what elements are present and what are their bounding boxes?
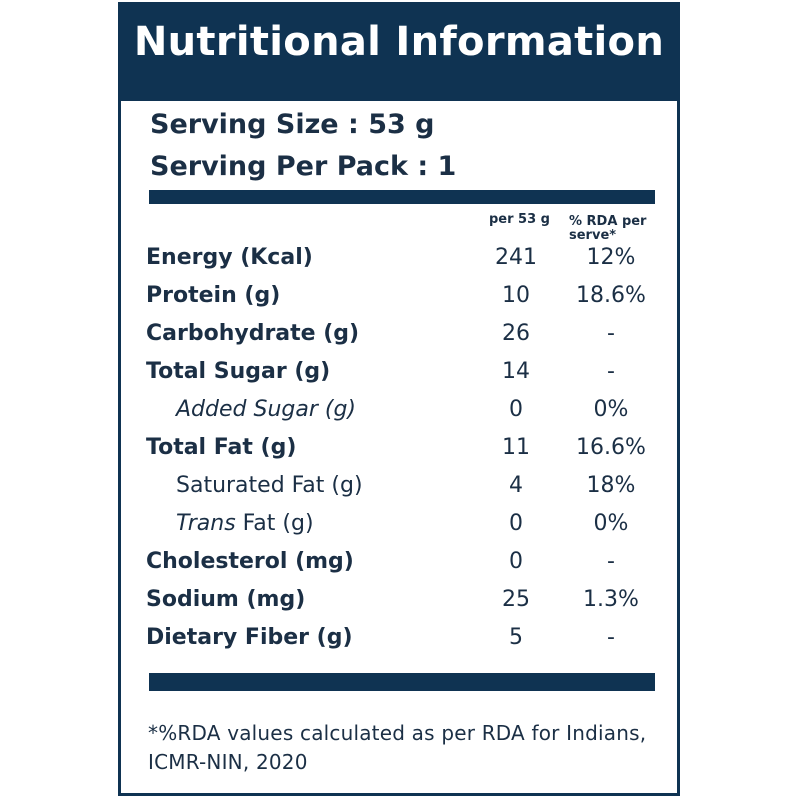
nutrient-name: Carbohydrate (g) — [146, 321, 360, 346]
nutrient-value: 26 — [502, 321, 530, 346]
nutrient-rda: - — [607, 549, 615, 574]
nutrient-rda: - — [607, 625, 615, 650]
nutrient-name: Total Sugar (g) — [146, 359, 331, 384]
nutrient-value: 0 — [509, 511, 523, 536]
nutrient-value: 25 — [502, 587, 530, 612]
nutrient-name: Saturated Fat (g) — [176, 473, 363, 498]
rda-footnote: *%RDA values calculated as per RDA for I… — [148, 721, 647, 774]
nutrient-rda: 18% — [586, 473, 636, 498]
nutrient-row-dietary-fiber: Dietary Fiber (g) 5 - — [121, 625, 677, 661]
nutrient-row-energy: Energy (Kcal) 241 12% — [121, 245, 677, 281]
nutrient-name: Total Fat (g) — [146, 435, 297, 460]
nutrient-rda: 0% — [593, 511, 629, 536]
nutrient-value: 5 — [509, 625, 523, 650]
nutrition-label: Nutritional Information Serving Size : 5… — [118, 2, 680, 796]
nutrient-name: Dietary Fiber (g) — [146, 625, 353, 650]
servings-per-pack: Serving Per Pack : 1 — [150, 151, 457, 182]
nutrient-name: Trans Fat (g) — [176, 511, 314, 536]
nutrient-rda: 16.6% — [576, 435, 646, 460]
serving-size: Serving Size : 53 g — [150, 109, 435, 140]
nutrient-name: Cholesterol (mg) — [146, 549, 354, 574]
column-header-per-serving: per 53 g — [489, 212, 550, 227]
nutrient-value: 0 — [509, 549, 523, 574]
nutrient-value: 11 — [502, 435, 530, 460]
nutrient-row-saturated-fat: Saturated Fat (g) 4 18% — [121, 473, 677, 509]
nutrient-rda: - — [607, 359, 615, 384]
label-title: Nutritional Information — [133, 19, 665, 65]
nutrient-rda: 18.6% — [576, 283, 646, 308]
nutrient-value: 14 — [502, 359, 530, 384]
nutrient-row-total-fat: Total Fat (g) 11 16.6% — [121, 435, 677, 471]
nutrient-value: 241 — [495, 245, 537, 270]
column-header-rda: % RDA per serve* — [569, 214, 647, 243]
nutrient-value: 10 — [502, 283, 530, 308]
nutrient-row-trans-fat: Trans Fat (g) 0 0% — [121, 511, 677, 547]
nutrient-rda: 12% — [586, 245, 636, 270]
nutrient-rda: 0% — [593, 397, 629, 422]
nutrient-name: Sodium (mg) — [146, 587, 306, 612]
nutrient-row-carbohydrate: Carbohydrate (g) 26 - — [121, 321, 677, 357]
nutrient-name: Added Sugar (g) — [176, 397, 356, 422]
nutrient-row-protein: Protein (g) 10 18.6% — [121, 283, 677, 319]
nutrient-value: 0 — [509, 397, 523, 422]
nutrient-rda: 1.3% — [583, 587, 639, 612]
nutrient-row-added-sugar: Added Sugar (g) 0 0% — [121, 397, 677, 433]
nutrient-name: Energy (Kcal) — [146, 245, 313, 270]
nutrient-row-total-sugar: Total Sugar (g) 14 - — [121, 359, 677, 395]
title-bar: Nutritional Information — [121, 5, 677, 101]
nutrient-row-sodium: Sodium (mg) 25 1.3% — [121, 587, 677, 623]
bottom-divider — [149, 673, 655, 691]
nutrient-rda: - — [607, 321, 615, 346]
top-divider — [149, 190, 655, 204]
nutrient-value: 4 — [509, 473, 523, 498]
nutrient-name: Protein (g) — [146, 283, 281, 308]
nutrient-row-cholesterol: Cholesterol (mg) 0 - — [121, 549, 677, 585]
